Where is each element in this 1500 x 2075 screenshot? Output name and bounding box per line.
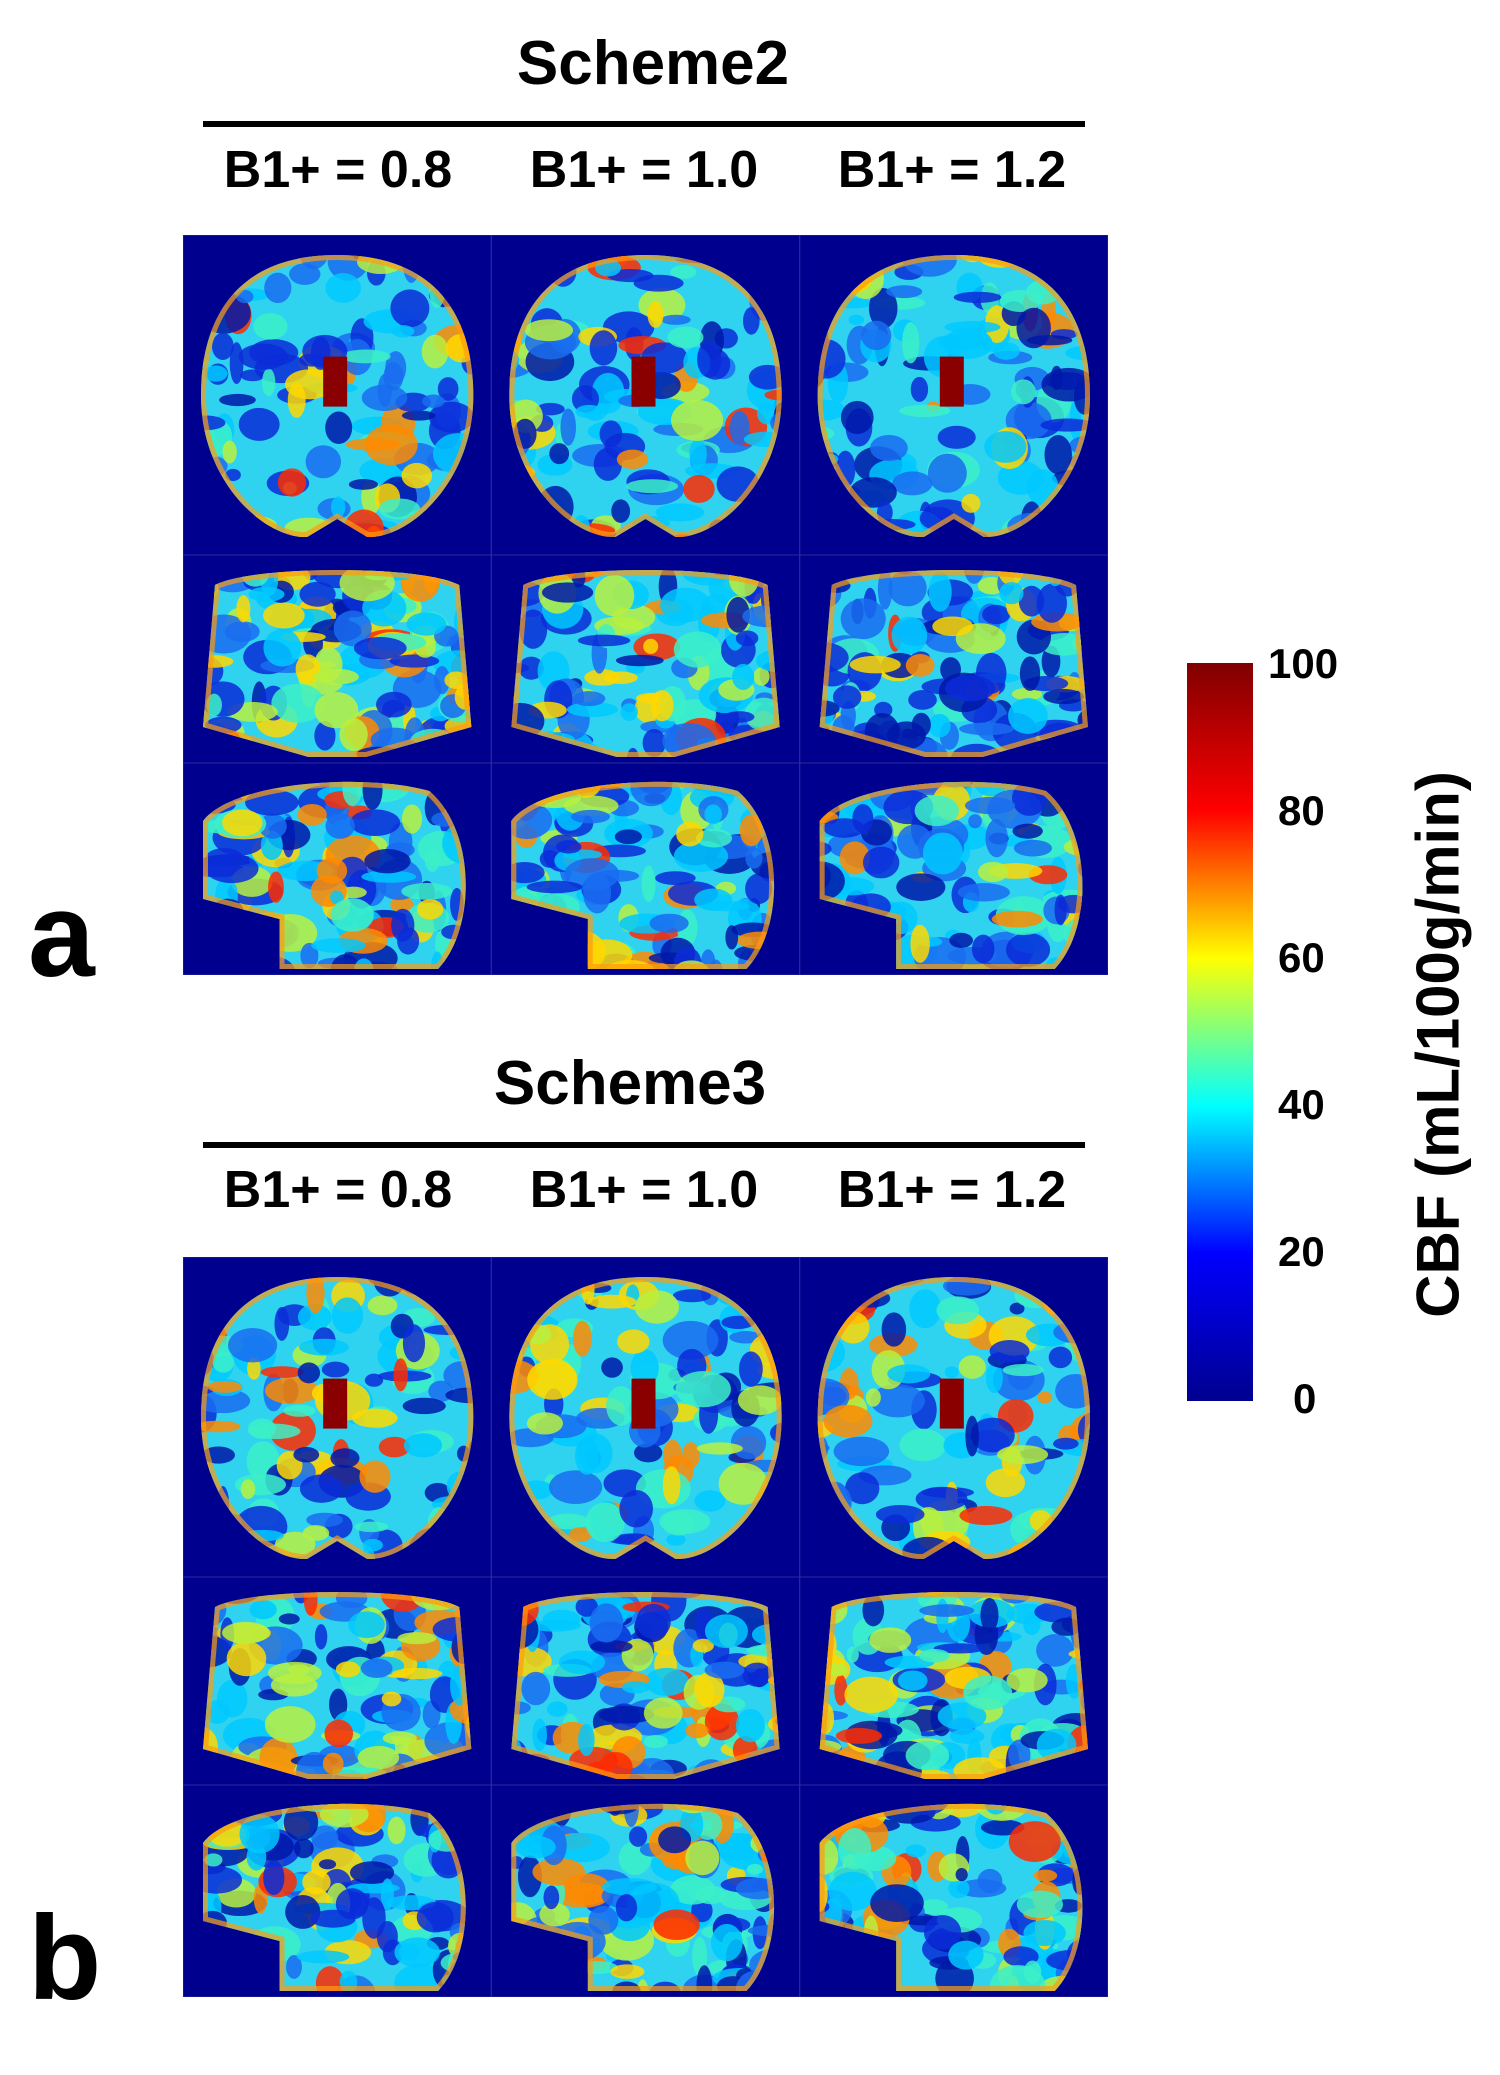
colorbar-tick-40: 40 [1278, 1081, 1325, 1128]
panel-a-cbf-map-grid [183, 235, 1108, 975]
panel-b-title: Scheme3 [493, 1049, 767, 1118]
sagittal-slice-col-1 [203, 1803, 466, 1991]
panel-a-title: Scheme2 [516, 29, 790, 98]
panel-b-cbf-map-grid [183, 1257, 1108, 1997]
coronal-slice-col-3 [819, 1592, 1088, 1779]
axial-slice-col-2 [509, 255, 782, 538]
coronal-slice-col-1 [203, 570, 472, 757]
sagittal-slice-col-2 [511, 781, 775, 969]
panel-a-col-label-2: B1+ = 1.0 [529, 141, 759, 199]
cbf-maps-svg [183, 1257, 1108, 1997]
colorbar-tick-80: 80 [1278, 787, 1325, 834]
axial-slice-col-1 [201, 255, 474, 538]
coronal-slice-col-3 [819, 570, 1088, 757]
sagittal-slice-col-3 [819, 781, 1083, 969]
colorbar-title: CBF (mL/100g/min) [1404, 771, 1472, 1318]
axial-slice-col-3 [817, 1277, 1090, 1560]
cbf-maps-svg [183, 235, 1108, 975]
colorbar-tick-0: 0 [1293, 1375, 1317, 1422]
sagittal-slice-col-3 [819, 1803, 1083, 1991]
coronal-slice-col-2 [511, 570, 780, 757]
panel-b-col-label-3: B1+ = 1.2 [837, 1161, 1067, 1219]
colorbar-tick-60: 60 [1278, 934, 1325, 981]
sagittal-slice-col-2 [511, 1803, 775, 1991]
panel-a-letter: a [28, 868, 95, 1002]
colorbar-tick-100: 100 [1268, 640, 1339, 687]
colorbar-tick-20: 20 [1278, 1228, 1325, 1275]
axial-slice-col-2 [509, 1277, 782, 1560]
panel-a-header-rule [203, 121, 1085, 127]
axial-slice-col-3 [817, 255, 1090, 538]
panel-a-col-label-1: B1+ = 0.8 [223, 141, 453, 199]
axial-slice-col-1 [201, 1277, 474, 1560]
panel-b-col-label-2: B1+ = 1.0 [529, 1161, 759, 1219]
panel-b-letter: b [28, 1891, 102, 2025]
panel-a-col-label-3: B1+ = 1.2 [837, 141, 1067, 199]
panel-b-header-rule [203, 1142, 1085, 1148]
coronal-slice-col-2 [511, 1592, 780, 1779]
cbf-colorbar [1187, 663, 1253, 1401]
coronal-slice-col-1 [203, 1592, 472, 1779]
panel-b-col-label-1: B1+ = 0.8 [223, 1161, 453, 1219]
sagittal-slice-col-1 [203, 781, 466, 969]
